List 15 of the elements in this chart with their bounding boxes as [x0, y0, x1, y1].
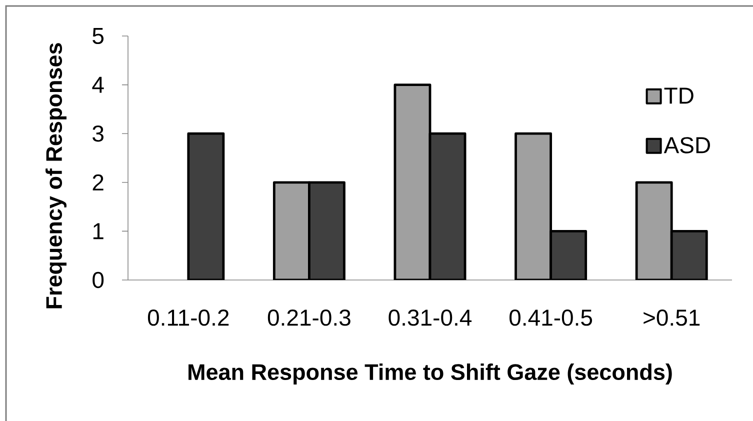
- x-tick-label: 0.41-0.5: [510, 310, 592, 326]
- x-tick-label: 0.11-0.2: [148, 310, 229, 326]
- y-tick-label: 0: [92, 272, 104, 288]
- x-tick-label: >0.51: [644, 310, 700, 326]
- x-tick-label: 0.21-0.3: [268, 310, 350, 326]
- y-axis-title: Frequency of Responses: [46, 43, 66, 308]
- y-tick-label: 1: [93, 223, 104, 240]
- y-tick-label: 5: [92, 28, 104, 44]
- legend-label: TD: [664, 88, 694, 104]
- y-tick-label: 4: [92, 76, 104, 93]
- x-tick-label: 0.31-0.4: [388, 310, 472, 326]
- y-tick-label: 2: [92, 174, 104, 190]
- x-axis-title: Mean Response Time to Shift Gaze (seconds): [188, 364, 672, 384]
- legend-label: ASD: [664, 137, 710, 154]
- y-tick-label: 3: [92, 125, 104, 142]
